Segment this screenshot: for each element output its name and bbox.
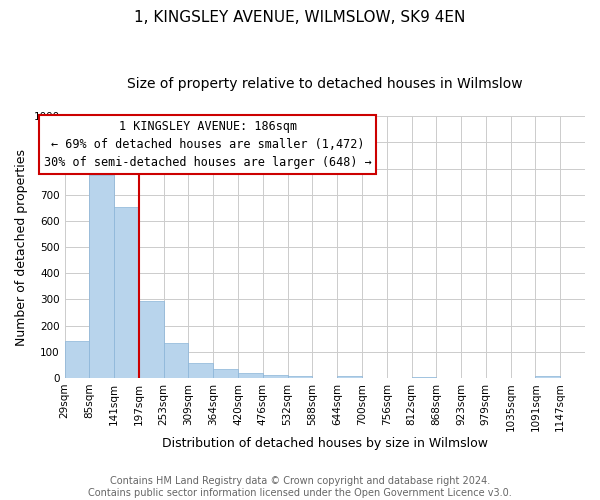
Bar	[139, 300, 164, 378]
Text: 1, KINGSLEY AVENUE, WILMSLOW, SK9 4EN: 1, KINGSLEY AVENUE, WILMSLOW, SK9 4EN	[134, 10, 466, 25]
Bar	[213, 370, 238, 378]
Bar	[164, 342, 188, 378]
Bar	[188, 363, 213, 378]
Bar	[287, 376, 313, 378]
X-axis label: Distribution of detached houses by size in Wilmslow: Distribution of detached houses by size …	[162, 437, 488, 450]
Y-axis label: Number of detached properties: Number of detached properties	[15, 148, 28, 346]
Text: Contains HM Land Registry data © Crown copyright and database right 2024.
Contai: Contains HM Land Registry data © Crown c…	[88, 476, 512, 498]
Bar	[114, 206, 139, 378]
Bar	[412, 376, 436, 378]
Text: 1 KINGSLEY AVENUE: 186sqm
← 69% of detached houses are smaller (1,472)
30% of se: 1 KINGSLEY AVENUE: 186sqm ← 69% of detac…	[44, 120, 371, 169]
Bar	[337, 376, 362, 378]
Bar	[238, 373, 263, 378]
Bar	[535, 376, 560, 378]
Title: Size of property relative to detached houses in Wilmslow: Size of property relative to detached ho…	[127, 78, 523, 92]
Bar	[263, 375, 287, 378]
Bar	[89, 175, 114, 378]
Bar	[65, 341, 89, 378]
